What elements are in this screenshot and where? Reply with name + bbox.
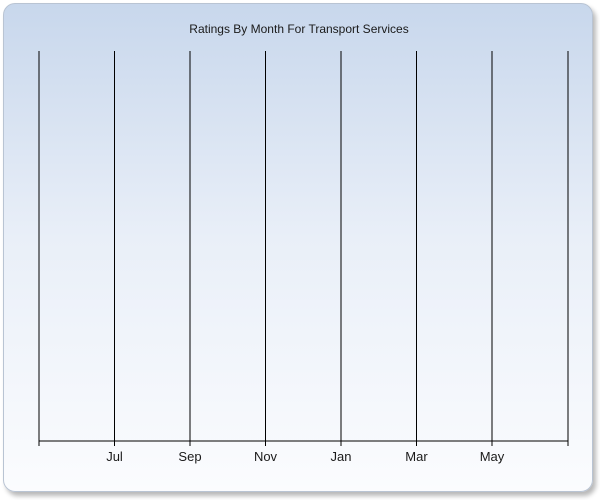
chart-frame: Jul Sep Nov Jan Mar May Ratings By Month For … xyxy=(3,3,593,492)
x-tick-label-mar: Mar xyxy=(405,449,428,464)
plot-background xyxy=(39,51,568,441)
x-axis-tick-labels: Jul Sep Nov Jan Mar May xyxy=(106,449,505,464)
x-axis-ticks xyxy=(38,441,569,446)
chart-title: Ratings By Month For Transport Services xyxy=(189,22,408,36)
x-tick-label-jul: Jul xyxy=(106,449,123,464)
x-tick-label-may: May xyxy=(480,449,505,464)
plot-area: Jul Sep Nov Jan Mar May xyxy=(38,51,569,464)
chart-svg: Jul Sep Nov Jan Mar May Ratings By Month For … xyxy=(38,22,569,464)
x-tick-label-sep: Sep xyxy=(178,449,201,464)
x-tick-label-jan: Jan xyxy=(331,449,352,464)
x-tick-label-nov: Nov xyxy=(254,449,278,464)
gridlines xyxy=(114,51,493,441)
